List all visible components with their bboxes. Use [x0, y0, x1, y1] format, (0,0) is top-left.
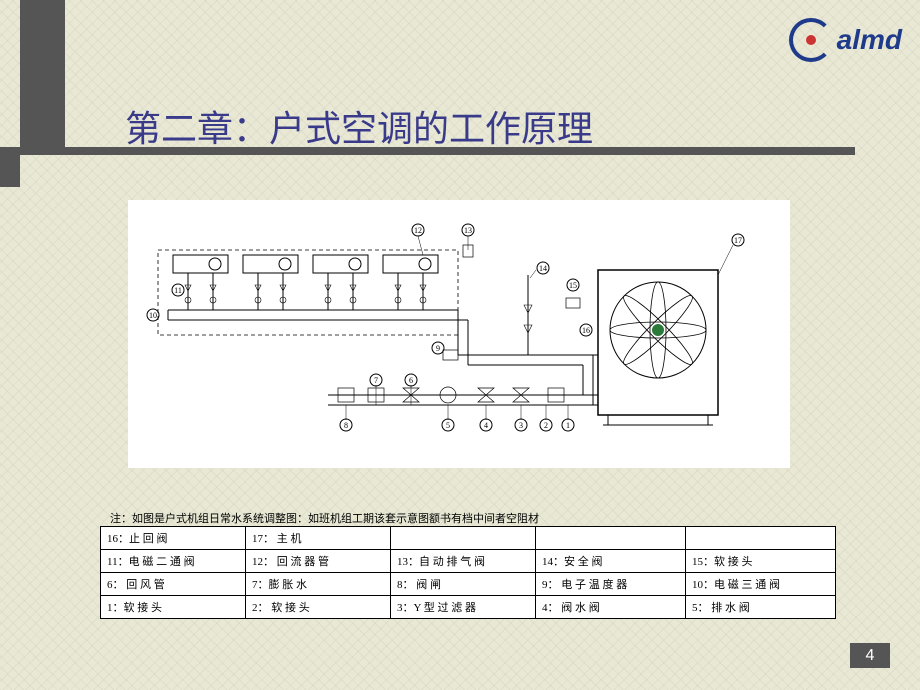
brand-logo: almd [789, 18, 902, 62]
table-cell: 13：自 动 排 气 阀 [391, 550, 536, 573]
svg-text:14: 14 [539, 264, 547, 273]
title-underline [20, 147, 855, 155]
table-cell: 5： 排 水 阀 [686, 596, 836, 619]
svg-text:8: 8 [344, 421, 348, 430]
table-cell: 14：安 全 阀 [536, 550, 686, 573]
parts-table: 16：止 回 阀17： 主 机11：电 磁 二 通 阀12： 回 流 器 管13… [100, 526, 836, 619]
table-row: 11：电 磁 二 通 阀12： 回 流 器 管13：自 动 排 气 阀14：安 … [101, 550, 836, 573]
table-cell: 10：电 磁 三 通 阀 [686, 573, 836, 596]
hvac-schematic-svg: 17 [128, 200, 790, 468]
svg-text:2: 2 [544, 421, 548, 430]
decor-bar-small [0, 147, 20, 187]
table-cell: 6： 回 风 管 [101, 573, 246, 596]
table-cell: 17： 主 机 [246, 527, 391, 550]
svg-text:4: 4 [484, 421, 488, 430]
table-cell [536, 527, 686, 550]
svg-text:7: 7 [374, 376, 378, 385]
svg-text:6: 6 [409, 376, 413, 385]
table-cell: 11：电 磁 二 通 阀 [101, 550, 246, 573]
table-cell: 1：软 接 头 [101, 596, 246, 619]
svg-text:1: 1 [566, 421, 570, 430]
table-cell: 16：止 回 阀 [101, 527, 246, 550]
table-cell: 2： 软 接 头 [246, 596, 391, 619]
table-cell: 12： 回 流 器 管 [246, 550, 391, 573]
table-cell: 15：软 接 头 [686, 550, 836, 573]
chapter-title: 第二章：户式空调的工作原理 [125, 100, 593, 152]
logo-text: almd [837, 24, 902, 56]
svg-text:11: 11 [174, 286, 182, 295]
svg-text:13: 13 [464, 226, 472, 235]
svg-text:15: 15 [569, 281, 577, 290]
logo-circle-icon [789, 18, 833, 62]
decor-bar-vertical [20, 0, 65, 147]
svg-text:16: 16 [582, 326, 590, 335]
table-cell: 8： 阀 闸 [391, 573, 536, 596]
svg-text:10: 10 [149, 311, 157, 320]
table-cell: 9： 电 子 温 度 器 [536, 573, 686, 596]
table-cell [391, 527, 536, 550]
logo-dot-icon [806, 35, 816, 45]
table-row: 1：软 接 头2： 软 接 头3：Y 型 过 滤 器4： 阀 水 阀5： 排 水… [101, 596, 836, 619]
table-row: 16：止 回 阀17： 主 机 [101, 527, 836, 550]
svg-text:9: 9 [436, 344, 440, 353]
svg-text:5: 5 [446, 421, 450, 430]
svg-text:3: 3 [519, 421, 523, 430]
table-row: 6： 回 风 管7：膨 胀 水8： 阀 闸9： 电 子 温 度 器10：电 磁 … [101, 573, 836, 596]
system-diagram: 17 [128, 200, 790, 468]
page-number: 4 [850, 643, 890, 668]
table-cell: 7：膨 胀 水 [246, 573, 391, 596]
table-cell: 3：Y 型 过 滤 器 [391, 596, 536, 619]
table-cell: 4： 阀 水 阀 [536, 596, 686, 619]
svg-text:12: 12 [414, 226, 422, 235]
table-cell [686, 527, 836, 550]
table-note: 注：如图是户式机组日常水系统调整图：如班机组工期该套示意图额书有档中间者空阻材 [110, 510, 539, 526]
svg-text:17: 17 [734, 236, 742, 245]
